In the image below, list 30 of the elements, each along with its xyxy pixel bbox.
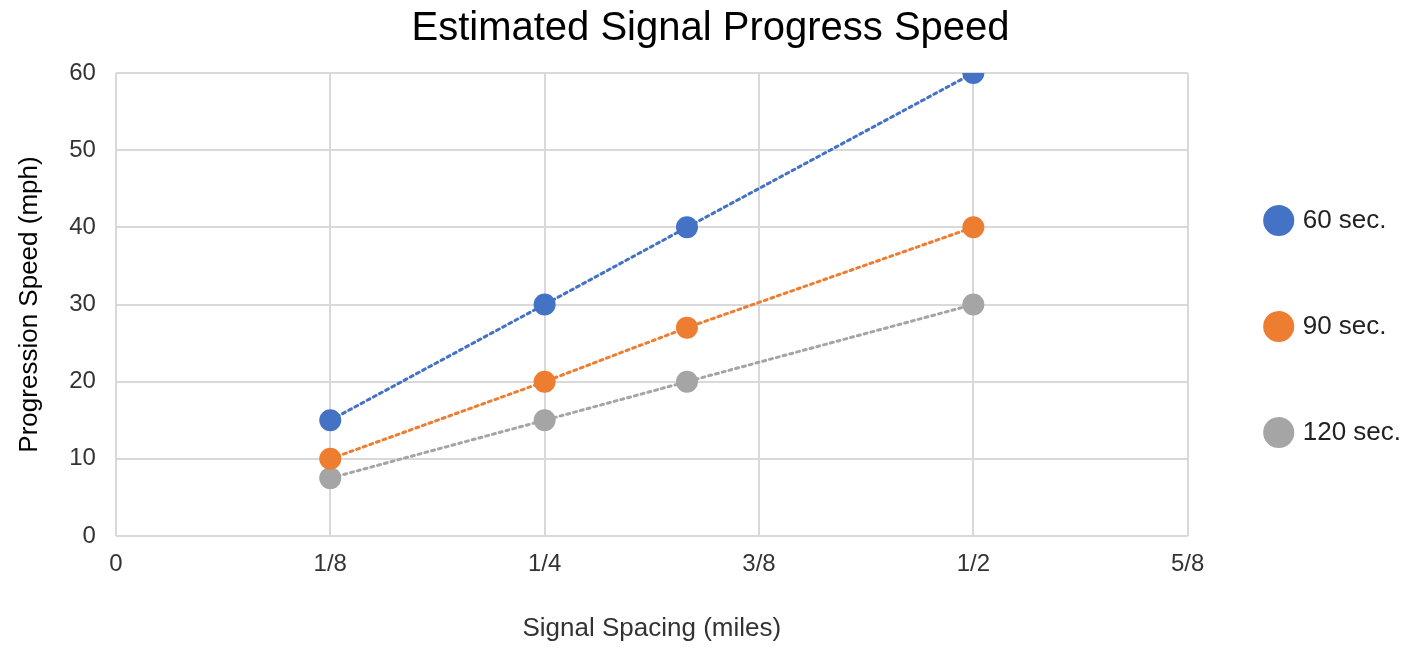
point: [962, 293, 985, 316]
chart-title: Estimated Signal Progress Speed: [411, 4, 1010, 49]
legend-label: 120 sec.: [1302, 415, 1402, 446]
y-axis-title: Progression Speed (mph): [12, 156, 43, 453]
point: [675, 316, 698, 339]
x-tick-label: 1/8: [313, 549, 347, 577]
y-tick-label: 50: [69, 134, 96, 162]
point: [533, 293, 556, 316]
point: [675, 370, 698, 393]
y-tick-label: 20: [69, 366, 96, 394]
point: [533, 409, 556, 432]
y-tick-label: 10: [69, 443, 96, 471]
x-tick-label: 3/8: [742, 549, 776, 577]
point: [319, 447, 342, 470]
y-tick-label: 60: [69, 57, 96, 85]
x-tick-label: 1/2: [956, 549, 991, 577]
point: [533, 370, 556, 393]
x-tick-label: 5/8: [1171, 549, 1205, 577]
y-tick-label: 30: [69, 289, 96, 317]
point: [962, 216, 985, 239]
legend-label: 90 sec.: [1302, 309, 1387, 340]
y-tick-label: 40: [69, 211, 96, 239]
legend-label: 60 sec.: [1302, 203, 1387, 234]
x-tick-label: 0: [109, 549, 123, 577]
x-tick-label: 1/4: [527, 549, 562, 577]
point: [319, 467, 342, 490]
x-axis-title: Signal Spacing (miles): [522, 611, 782, 642]
y-tick-label: 0: [82, 520, 96, 548]
point: [319, 409, 342, 432]
point: [675, 216, 698, 239]
